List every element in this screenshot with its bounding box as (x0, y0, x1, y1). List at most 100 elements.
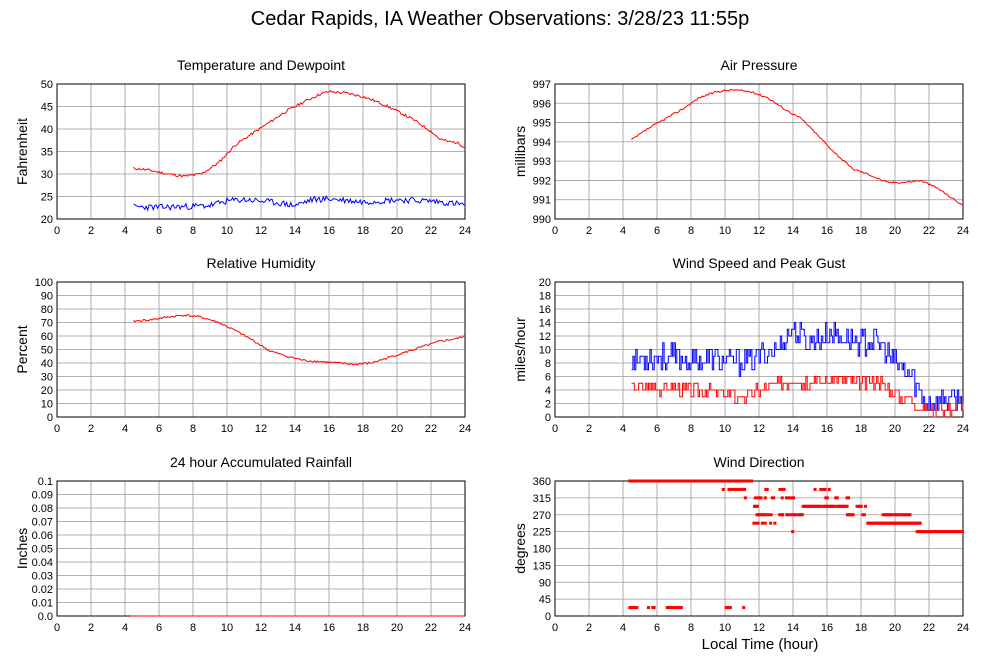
y-tick-label: 12 (539, 331, 551, 343)
wind-direction-point (862, 513, 866, 517)
wind-direction-point (769, 513, 773, 517)
series-line (631, 322, 964, 411)
wind-direction-point (756, 521, 760, 525)
x-tick-label: 20 (889, 225, 901, 237)
y-tick-label: 135 (533, 560, 551, 572)
chart-title: 24 hour Accumulated Rainfall (170, 454, 352, 470)
series-line (631, 376, 964, 418)
y-tick-label: 45 (41, 102, 53, 114)
wind-direction-point (652, 606, 656, 610)
x-tick-label: 12 (753, 225, 765, 237)
wind-direction-point (728, 606, 732, 610)
wind-direction-point (918, 521, 922, 525)
x-tick-label: 22 (425, 423, 437, 435)
y-axis-label: Fahrenheit (14, 118, 30, 185)
plot-frame (56, 281, 466, 418)
x-tick-label: 22 (425, 622, 437, 634)
y-tick-label: 360 (533, 476, 551, 488)
x-tick-label: 18 (357, 423, 369, 435)
x-tick-label: 14 (787, 622, 799, 634)
wind-direction-point (743, 487, 747, 491)
x-tick-label: 0 (54, 423, 60, 435)
x-tick-label: 20 (889, 423, 901, 435)
x-tick-label: 22 (923, 423, 935, 435)
x-tick-label: 8 (688, 423, 694, 435)
y-tick-label: 0 (47, 412, 53, 424)
x-tick-label: 16 (323, 423, 335, 435)
x-tick-label: 20 (889, 622, 901, 634)
wind-direction-point (765, 487, 769, 491)
y-tick-label: 997 (533, 79, 551, 91)
chart-title: Wind Speed and Peak Gust (673, 255, 846, 271)
y-tick-label: 90 (41, 291, 53, 303)
wind-direction-point (827, 487, 831, 491)
x-tick-label: 12 (753, 622, 765, 634)
y-tick-label: 995 (533, 118, 551, 130)
x-tick-label: 8 (688, 225, 694, 237)
plot-frame (554, 281, 964, 418)
y-tick-label: 30 (41, 372, 53, 384)
y-tick-label: 50 (41, 345, 53, 357)
plot-frame (554, 480, 964, 617)
y-tick-label: 180 (533, 544, 551, 556)
y-tick-label: 60 (41, 331, 53, 343)
y-tick-label: 18 (539, 291, 551, 303)
x-tick-label: 12 (255, 225, 267, 237)
y-tick-label: 90 (539, 577, 551, 589)
y-tick-label: 0.1 (38, 476, 53, 488)
x-tick-label: 16 (323, 622, 335, 634)
y-tick-label: 0.09 (32, 490, 53, 502)
wind-direction-point (667, 606, 671, 610)
x-tick-label: 8 (190, 622, 196, 634)
wind-direction-point (778, 487, 782, 491)
wind-direction-point (792, 496, 796, 500)
x-tick-label: 10 (719, 622, 731, 634)
wind-direction-point (960, 530, 964, 534)
wind-direction-point (832, 504, 836, 508)
x-tick-label: 10 (221, 622, 233, 634)
wind-direction-point (813, 487, 817, 491)
x-tick-label: 22 (425, 225, 437, 237)
x-tick-label: 24 (957, 423, 969, 435)
wind-direction-point (750, 479, 754, 483)
x-tick-label: 4 (122, 225, 128, 237)
series-line (631, 88, 964, 206)
wind-direction-point (727, 487, 731, 491)
wind-direction-point (738, 487, 742, 491)
y-tick-label: 992 (533, 175, 551, 187)
x-tick-label: 10 (719, 423, 731, 435)
wind-direction-point (755, 504, 759, 508)
x-tick-label: 10 (221, 423, 233, 435)
y-tick-label: 100 (35, 277, 53, 289)
wind-direction-point (851, 513, 855, 517)
y-tick-label: 40 (41, 358, 53, 370)
x-tick-label: 18 (357, 622, 369, 634)
x-tick-label: 4 (122, 423, 128, 435)
plot-frame (56, 83, 466, 220)
chart-title: Air Pressure (720, 57, 797, 73)
wind-direction-point (733, 487, 737, 491)
x-tick-label: 4 (620, 423, 626, 435)
y-tick-label: 315 (533, 493, 551, 505)
x-tick-label: 6 (156, 225, 162, 237)
y-tick-label: 991 (533, 195, 551, 207)
wind-direction-point (800, 513, 804, 517)
y-axis-label: degrees (512, 523, 528, 574)
wind-direction-point (671, 606, 675, 610)
x-tick-label: 12 (753, 423, 765, 435)
wind-direction-point (787, 496, 791, 500)
x-tick-label: 18 (855, 225, 867, 237)
wind-direction-point (679, 606, 683, 610)
wind-direction-point (743, 496, 747, 500)
y-tick-label: 16 (539, 304, 551, 316)
wind-direction-point (897, 513, 901, 517)
x-tick-label: 24 (459, 423, 471, 435)
wind-direction-point (759, 496, 763, 500)
x-tick-label: 18 (357, 225, 369, 237)
x-tick-label: 4 (620, 225, 626, 237)
x-tick-label: 6 (654, 225, 660, 237)
y-axis-label: millibars (512, 126, 528, 177)
x-tick-label: 8 (190, 225, 196, 237)
